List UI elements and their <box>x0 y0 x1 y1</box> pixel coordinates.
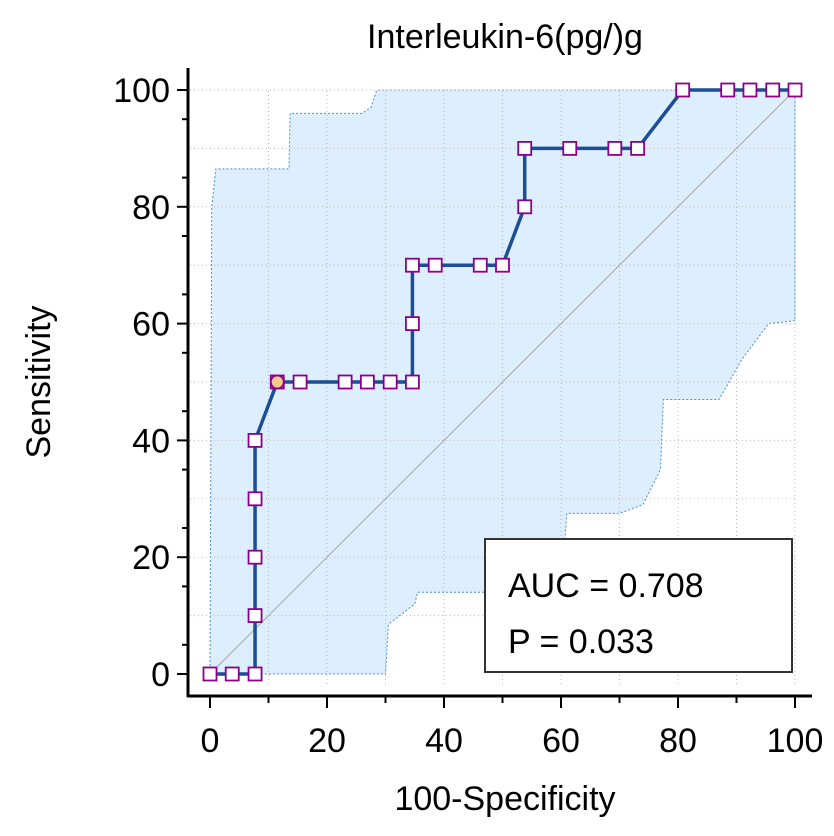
y-axis-label: Sensitivity <box>20 305 58 458</box>
roc-point-marker <box>382 374 398 390</box>
roc-point-marker <box>472 257 488 273</box>
auc-annotation-box: AUC = 0.708 P = 0.033 <box>484 538 793 673</box>
reference-diagonal-layer <box>209 89 796 675</box>
x-tick-label: 80 <box>659 722 697 760</box>
roc-curve-layer <box>210 88 795 676</box>
x-tick-label: 60 <box>542 722 580 760</box>
roc-point-marker <box>495 257 510 273</box>
roc-point-marker <box>359 374 375 390</box>
y-tick-label: 20 <box>132 539 170 577</box>
roc-point-marker <box>765 82 781 98</box>
roc-point-marker <box>607 140 623 156</box>
roc-point-marker <box>675 82 691 98</box>
roc-point-marker <box>292 374 308 390</box>
roc-point-marker <box>247 432 263 448</box>
axis-layer: 0 20 40 60 80 100 0 20 40 60 80 100 <box>113 68 823 760</box>
roc-point-marker <box>427 257 443 273</box>
roc-point-marker <box>405 374 420 390</box>
roc-point-marker <box>405 257 420 273</box>
roc-point-marker <box>517 140 533 156</box>
x-tick-label: 20 <box>308 722 346 760</box>
y-tick-label: 80 <box>132 189 170 227</box>
roc-point-marker <box>224 666 240 682</box>
roc-point-marker <box>787 82 803 98</box>
chart-title: Interleukin-6(pg/)g <box>367 18 643 56</box>
roc-point-marker <box>247 608 263 623</box>
roc-point-marker <box>247 491 263 507</box>
y-tick-label: 40 <box>132 422 170 460</box>
roc-point-marker <box>742 82 758 98</box>
roc-point-marker <box>720 82 736 98</box>
x-tick-label: 0 <box>201 722 220 760</box>
optimal-cutoff-marker <box>269 374 285 390</box>
roc-point-marker <box>630 140 646 156</box>
roc-point-marker <box>247 549 263 565</box>
reference-diagonal <box>209 89 796 675</box>
x-tick-label: 100 <box>767 722 824 760</box>
roc-point-marker <box>562 140 578 156</box>
roc-point-marker <box>202 666 218 682</box>
roc-curve <box>210 88 795 676</box>
roc-point-marker <box>247 666 263 682</box>
roc-point-marker <box>517 199 533 215</box>
auc-value: AUC = 0.708 <box>508 567 704 605</box>
p-value: P = 0.033 <box>508 623 654 661</box>
label-layer: Interleukin-6(pg/)g 100-Specificity Sens… <box>20 18 643 818</box>
roc-point-marker <box>405 316 420 332</box>
y-tick-label: 60 <box>132 306 170 344</box>
x-tick-label: 40 <box>425 722 463 760</box>
y-tick-label: 100 <box>113 72 170 110</box>
y-tick-label: 0 <box>151 656 170 694</box>
x-axis-label: 100-Specificity <box>394 780 615 818</box>
roc-marker-layer <box>202 82 803 682</box>
roc-point-marker <box>337 374 353 390</box>
